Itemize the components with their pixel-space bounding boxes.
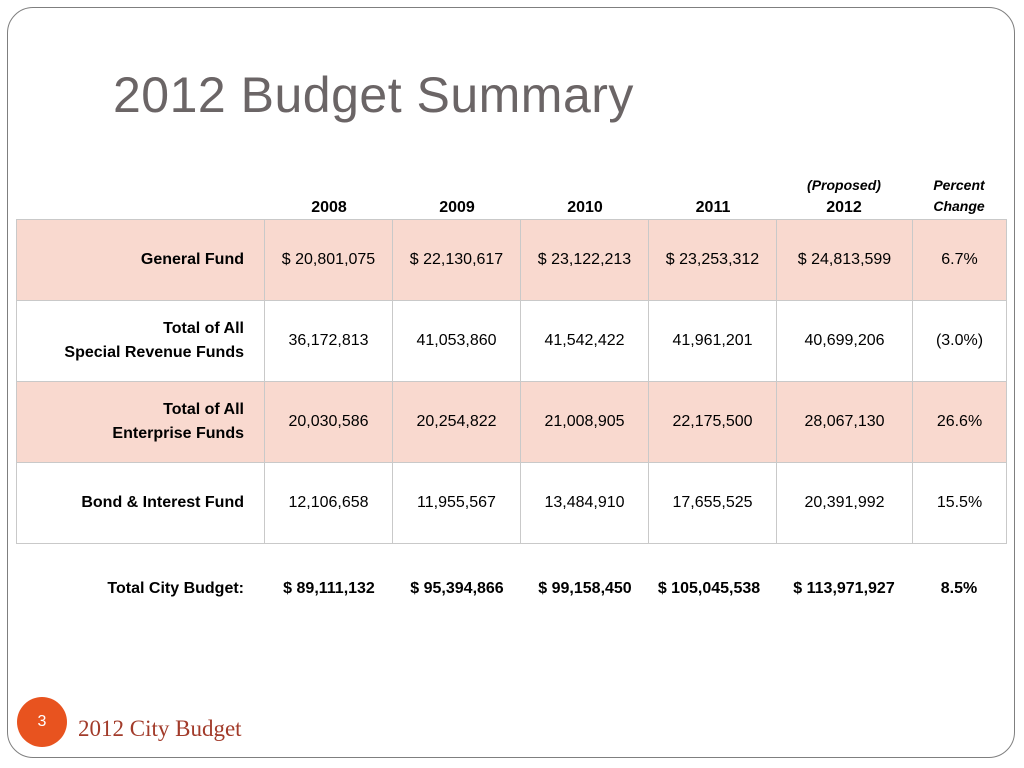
cell-2012: 20,391,992 <box>776 462 913 544</box>
header-2009: 2009 <box>439 199 475 216</box>
row-label: Total of All Enterprise Funds <box>16 381 265 463</box>
row-label-line1: General Fund <box>140 251 244 268</box>
cell-2008: 12,106,658 <box>264 462 393 544</box>
table-row: General Fund $ 20,801,075 $ 22,130,617 $… <box>16 219 1007 301</box>
page-number: 3 <box>37 713 47 730</box>
cell-2009: $ 22,130,617 <box>392 219 521 301</box>
cell-2008: 20,030,586 <box>264 381 393 463</box>
header-2010: 2010 <box>567 199 603 216</box>
total-2009: $ 95,394,866 <box>410 580 504 597</box>
total-2012: $ 113,971,927 <box>793 580 895 597</box>
header-2008: 2008 <box>311 199 347 216</box>
total-row: Total City Budget: $ 89,111,132 $ 95,394… <box>0 580 1024 604</box>
cell-2012: 28,067,130 <box>776 381 913 463</box>
budget-table: General Fund $ 20,801,075 $ 22,130,617 $… <box>16 219 1007 544</box>
cell-2008: 36,172,813 <box>264 300 393 382</box>
cell-2008: $ 20,801,075 <box>264 219 393 301</box>
header-proposed-note: (Proposed) <box>807 177 881 193</box>
table-row: Bond & Interest Fund 12,106,658 11,955,5… <box>16 462 1007 544</box>
cell-2011: 17,655,525 <box>648 462 777 544</box>
row-label-line1: Total of All <box>163 320 244 337</box>
total-pct: 8.5% <box>940 580 978 597</box>
row-label-line2: Special Revenue Funds <box>64 344 244 361</box>
row-label: Total of All Special Revenue Funds <box>16 300 265 382</box>
cell-2010: 13,484,910 <box>520 462 649 544</box>
slide-title: 2012 Budget Summary <box>113 67 634 123</box>
row-label: General Fund <box>16 219 265 301</box>
cell-2010: 41,542,422 <box>520 300 649 382</box>
total-2010: $ 99,158,450 <box>538 580 632 597</box>
cell-pct: 6.7% <box>912 219 1007 301</box>
cell-2009: 11,955,567 <box>392 462 521 544</box>
cell-2009: 41,053,860 <box>392 300 521 382</box>
cell-pct: (3.0%) <box>912 300 1007 382</box>
header-2011: 2011 <box>695 199 731 216</box>
header-change: Change <box>933 198 985 214</box>
page-number-badge: 3 <box>17 697 67 747</box>
footer-title: 2012 City Budget <box>78 716 242 741</box>
cell-2010: 21,008,905 <box>520 381 649 463</box>
table-row: Total of All Special Revenue Funds 36,172… <box>16 300 1007 382</box>
row-label-line1: Total of All <box>163 401 244 418</box>
total-label: Total City Budget: <box>107 580 244 597</box>
row-label-line1: Bond & Interest Fund <box>81 494 244 511</box>
cell-2011: 41,961,201 <box>648 300 777 382</box>
total-2008: $ 89,111,132 <box>283 580 375 597</box>
cell-2012: $ 24,813,599 <box>776 219 913 301</box>
table-header: 2008 2009 2010 2011 (Proposed) 2012 Perc… <box>0 170 1024 220</box>
cell-2012: 40,699,206 <box>776 300 913 382</box>
cell-2011: $ 23,253,312 <box>648 219 777 301</box>
cell-pct: 26.6% <box>912 381 1007 463</box>
row-label: Bond & Interest Fund <box>16 462 265 544</box>
table-row: Total of All Enterprise Funds 20,030,586 … <box>16 381 1007 463</box>
total-2011: $ 105,045,538 <box>657 580 761 597</box>
header-percent: Percent <box>933 177 985 193</box>
cell-2011: 22,175,500 <box>648 381 777 463</box>
cell-pct: 15.5% <box>912 462 1007 544</box>
cell-2010: $ 23,122,213 <box>520 219 649 301</box>
cell-2009: 20,254,822 <box>392 381 521 463</box>
header-2012: 2012 <box>826 199 862 216</box>
row-label-line2: Enterprise Funds <box>112 425 244 442</box>
